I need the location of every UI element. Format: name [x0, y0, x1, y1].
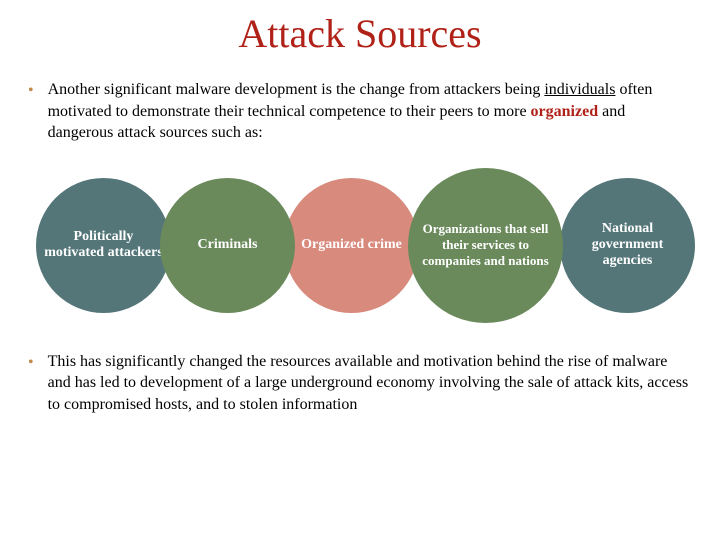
diagram-circle-label: Organizations that sell their services t… [408, 221, 563, 269]
bullet-block-2: • This has significantly changed the res… [0, 351, 720, 416]
bullet-marker-icon: • [28, 352, 34, 374]
bullet-block-1: • Another significant malware developmen… [0, 79, 720, 144]
diagram-circle-label: Criminals [190, 237, 266, 253]
bullet-text-1: Another significant malware development … [48, 79, 692, 144]
diagram-circle-label: National government agencies [560, 221, 695, 269]
diagram-circle: Organized crime [284, 178, 419, 313]
diagram-circle: Organizations that sell their services t… [408, 168, 563, 323]
bullet-item: • Another significant malware developmen… [28, 79, 692, 144]
bullet-marker-icon: • [28, 80, 34, 102]
diagram-circle: Politically motivated attackers [36, 178, 171, 313]
diagram-circle: National government agencies [560, 178, 695, 313]
diagram-circle: Criminals [160, 178, 295, 313]
circles-diagram: Politically motivated attackers Criminals… [0, 158, 720, 333]
diagram-circle-label: Politically motivated attackers [36, 229, 171, 261]
bullet1-pre: Another significant malware development … [48, 81, 545, 98]
bullet1-underlined: individuals [544, 81, 615, 98]
bullet-text-2: This has significantly changed the resou… [48, 351, 692, 416]
bullet-item: • This has significantly changed the res… [28, 351, 692, 416]
bullet1-bold: organized [531, 103, 599, 120]
page-title: Attack Sources [0, 10, 720, 57]
diagram-circle-label: Organized crime [293, 237, 410, 253]
